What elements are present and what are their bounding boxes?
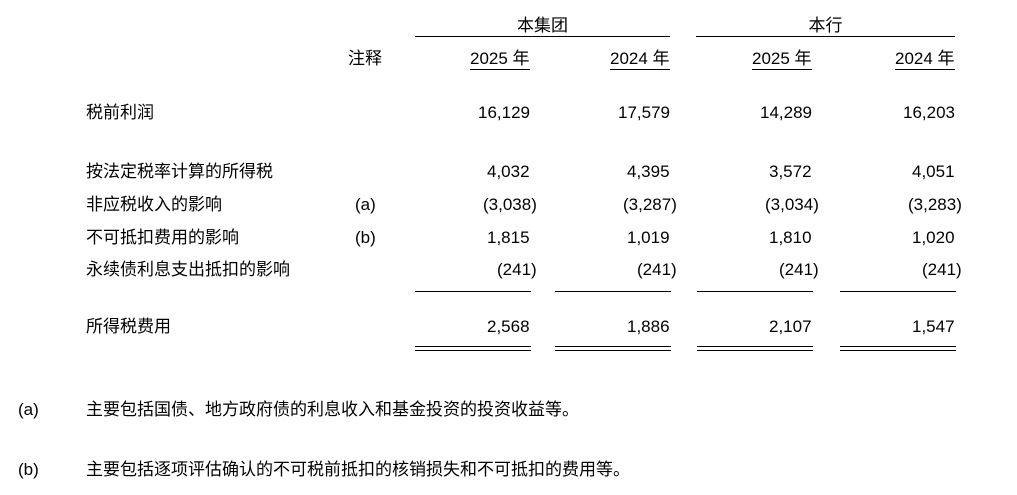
footnote-marker: (b) — [18, 460, 39, 479]
cell-value: (3,283) — [908, 195, 962, 214]
subtotal-rule — [840, 291, 956, 292]
cell-value: 2,107 — [769, 317, 812, 336]
row-label: 不可抵扣费用的影响 — [86, 228, 239, 247]
cell-value: (3,034) — [765, 195, 819, 214]
total-rule — [840, 346, 956, 347]
row-label: 税前利润 — [86, 103, 154, 122]
year-header: 2025 年 — [470, 49, 530, 70]
total-rule — [697, 350, 813, 351]
cell-value: 14,289 — [760, 103, 812, 122]
total-rule — [555, 350, 671, 351]
cell-value: (3,287) — [623, 195, 677, 214]
cell-value: (241) — [922, 260, 962, 279]
cell-value: 1,020 — [912, 228, 955, 247]
cell-value: 17,579 — [618, 103, 670, 122]
row-note: (b) — [355, 228, 376, 247]
group-header: 本集团 — [415, 16, 670, 37]
cell-value: 3,572 — [769, 162, 812, 181]
cell-value: 1,815 — [487, 228, 530, 247]
bank-header: 本行 — [696, 16, 955, 37]
cell-value: 4,395 — [627, 162, 670, 181]
total-rule — [840, 350, 956, 351]
footnote-text: 主要包括逐项评估确认的不可税前抵扣的核销损失和不可抵扣的费用等。 — [86, 460, 630, 479]
row-label: 所得税费用 — [86, 317, 171, 336]
cell-value: 16,129 — [478, 103, 530, 122]
cell-value: 4,032 — [487, 162, 530, 181]
row-label: 永续债利息支出抵扣的影响 — [86, 260, 290, 279]
cell-value: 1,886 — [627, 317, 670, 336]
cell-value: 2,568 — [487, 317, 530, 336]
year-header: 2024 年 — [610, 49, 670, 70]
footnote-text: 主要包括国债、地方政府债的利息收入和基金投资的投资收益等。 — [86, 400, 579, 419]
subtotal-rule — [415, 291, 531, 292]
cell-value: 4,051 — [912, 162, 955, 181]
cell-value: 1,810 — [769, 228, 812, 247]
footnote-marker: (a) — [18, 400, 39, 419]
year-header: 2025 年 — [752, 49, 812, 70]
year-header: 2024 年 — [895, 49, 955, 70]
note-header: 注释 — [348, 49, 382, 68]
total-rule — [555, 346, 671, 347]
cell-value: 16,203 — [903, 103, 955, 122]
cell-value: (241) — [497, 260, 537, 279]
cell-value: (241) — [637, 260, 677, 279]
total-rule — [415, 346, 531, 347]
subtotal-rule — [555, 291, 671, 292]
cell-value: 1,547 — [912, 317, 955, 336]
cell-value: 1,019 — [627, 228, 670, 247]
total-rule — [415, 350, 531, 351]
total-rule — [697, 346, 813, 347]
cell-value: (241) — [779, 260, 819, 279]
row-label: 按法定税率计算的所得税 — [86, 162, 273, 181]
cell-value: (3,038) — [483, 195, 537, 214]
row-label: 非应税收入的影响 — [86, 195, 222, 214]
row-note: (a) — [355, 195, 376, 214]
subtotal-rule — [697, 291, 813, 292]
